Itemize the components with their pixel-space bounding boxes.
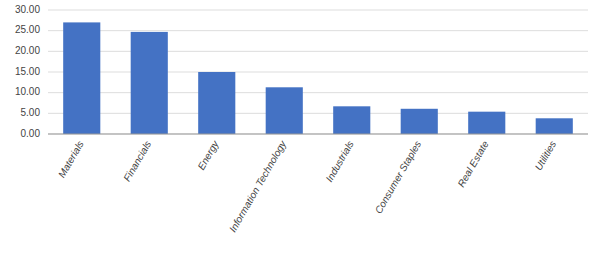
x-tick-label: Materials bbox=[56, 139, 86, 180]
grid-line bbox=[48, 113, 588, 114]
y-grid bbox=[48, 10, 588, 134]
x-tick-label: Consumer Staples bbox=[373, 139, 424, 216]
y-tick-label: 10.00 bbox=[15, 86, 40, 97]
y-tick-label: 15.00 bbox=[15, 66, 40, 77]
chart-container: 0.00 5.00 10.00 15.00 20.00 25.00 30.00 Materia… bbox=[0, 0, 602, 254]
x-tick-label: Financials bbox=[121, 139, 153, 183]
bar bbox=[468, 112, 505, 134]
x-tick-label: Real Estate bbox=[455, 138, 491, 189]
grid-line bbox=[48, 10, 588, 11]
bar bbox=[266, 87, 303, 134]
x-tick-label: Industrials bbox=[323, 139, 355, 184]
grid-line bbox=[48, 92, 588, 93]
x-tick-label: Information Technology bbox=[227, 138, 289, 234]
grid-line bbox=[48, 51, 588, 52]
grid-line bbox=[48, 30, 588, 31]
bar bbox=[333, 106, 370, 134]
bar bbox=[131, 32, 168, 134]
y-tick-label: 5.00 bbox=[21, 107, 41, 118]
bar bbox=[401, 109, 438, 134]
bars bbox=[63, 22, 573, 134]
bar bbox=[198, 72, 235, 134]
y-tick-label: 25.00 bbox=[15, 24, 40, 35]
bar bbox=[63, 22, 100, 134]
y-tick-label: 20.00 bbox=[15, 45, 40, 56]
x-axis-line bbox=[48, 134, 588, 135]
y-tick-label: 0.00 bbox=[21, 128, 41, 139]
y-tick-labels: 0.00 5.00 10.00 15.00 20.00 25.00 30.00 bbox=[15, 4, 40, 139]
y-tick-label: 30.00 bbox=[15, 4, 40, 15]
chart-svg: 0.00 5.00 10.00 15.00 20.00 25.00 30.00 Materia… bbox=[0, 0, 602, 254]
grid-line bbox=[48, 134, 588, 135]
grid-line bbox=[48, 72, 588, 73]
page: {"chart_data": {"type": "bar", "categori… bbox=[0, 0, 602, 254]
x-tick-labels: Materials Financials EnergyInformation Tec… bbox=[56, 138, 558, 234]
bar bbox=[536, 118, 573, 134]
x-tick-label: Energy bbox=[195, 138, 221, 172]
x-tick-label: Utilities bbox=[533, 139, 559, 172]
